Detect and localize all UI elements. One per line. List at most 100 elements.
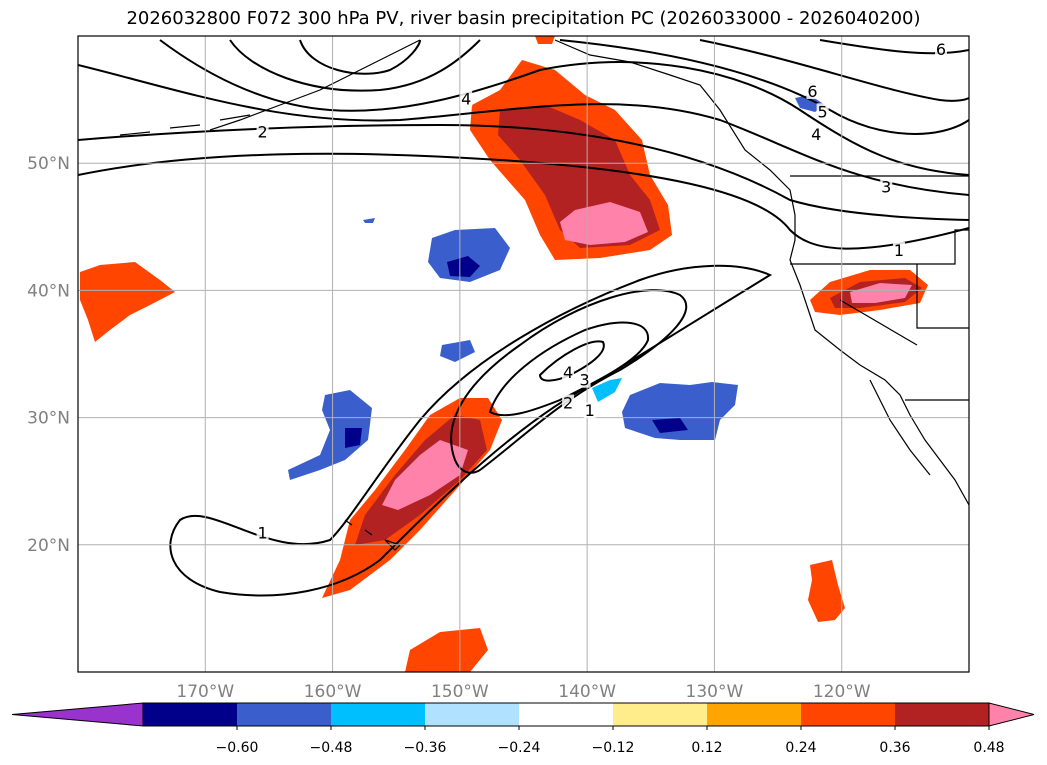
contour-label: 4	[461, 90, 471, 109]
positive-anomaly-shape	[405, 628, 488, 672]
colorbar-tick-label: −0.24	[498, 740, 541, 756]
aleutian-islands	[119, 114, 251, 136]
colorbar-extend-high	[988, 702, 1035, 727]
negative-anomaly-shape	[440, 340, 475, 362]
pv-contour-n4	[159, 39, 969, 176]
lon-axis: 170°W 160°W 150°W 140°W 130°W 120°W	[176, 682, 870, 702]
state-border	[839, 299, 918, 346]
contour-label: 2	[257, 123, 267, 142]
lon-tick-label: 170°W	[176, 682, 234, 702]
lat-tick-label: 40°N	[27, 281, 70, 301]
negative-anomaly-shape	[622, 382, 738, 440]
pv-contour-n7	[559, 39, 969, 135]
positive-anomaly-shape	[535, 36, 555, 44]
contour-label: 5	[818, 102, 828, 121]
colorbar-tick-label: 0.24	[785, 740, 816, 756]
colorbar-swatch	[425, 703, 519, 726]
colorbar-swatch	[895, 703, 989, 726]
pv-contour-4	[538, 340, 605, 382]
contour-label: 6	[936, 40, 946, 59]
pv-contour-3	[488, 321, 650, 417]
contour-label: 1	[585, 401, 595, 420]
negative-anomaly-shape	[447, 256, 480, 277]
gridlines	[78, 36, 969, 672]
contour-label-bg	[562, 394, 575, 411]
pv-contour-n3	[78, 64, 969, 196]
contour-label-bg	[562, 364, 575, 381]
positive-anomaly-shape	[560, 202, 648, 245]
colorbar-tick-label: 0.12	[691, 740, 722, 756]
contour-label-bg	[934, 40, 947, 57]
lat-tick-label: 30°N	[27, 409, 70, 429]
colorbar-swatch	[331, 703, 425, 726]
state-border	[916, 264, 969, 329]
colorbar-swatch	[613, 703, 707, 726]
map-frame	[77, 35, 970, 673]
pv-contour-n8	[699, 39, 969, 102]
colorbar-tick-label: −0.48	[310, 740, 353, 756]
negative-anomaly-shape	[652, 418, 688, 433]
pv-contour-n6	[299, 39, 421, 75]
lon-tick-label: 120°W	[813, 682, 871, 702]
negative-anomaly-shape	[592, 378, 622, 402]
contour-label-bg	[256, 524, 269, 541]
colorbar-swatch	[237, 703, 331, 726]
colorbar-extend-low	[11, 702, 144, 727]
pv-contour-n2	[78, 123, 969, 221]
pv-contours	[78, 39, 969, 597]
lon-tick-label: 150°W	[431, 682, 489, 702]
colorbar-swatch	[519, 703, 613, 726]
contour-label-bg	[578, 371, 591, 388]
contour-label-bg	[583, 402, 596, 419]
alaska-coastline	[209, 39, 421, 131]
positive-anomaly-shape	[382, 440, 468, 510]
pv-contour-n5	[229, 39, 481, 92]
colorbar-frame	[142, 702, 990, 727]
lon-tick-label: 130°W	[686, 682, 744, 702]
colorbar-tick-label: −0.60	[216, 740, 259, 756]
precip-shading	[80, 36, 928, 672]
negative-anomaly-shape	[345, 428, 362, 448]
contour-label-bg	[810, 126, 823, 143]
contour-label: 4	[563, 363, 573, 382]
colorbar-tick-label: −0.12	[592, 740, 635, 756]
contour-label-bg	[892, 241, 905, 258]
chart-title: 2026032800 F072 300 hPa PV, river basin …	[126, 8, 921, 29]
negative-anomaly-shape	[363, 218, 375, 223]
positive-anomaly-shape	[80, 262, 175, 342]
lon-tick-label: 140°W	[558, 682, 616, 702]
contour-label-bg	[256, 123, 269, 140]
colorbar-tick-label: −0.36	[404, 740, 447, 756]
colorbar-swatch	[707, 703, 801, 726]
baja-coast	[869, 379, 931, 476]
contour-label-bg	[816, 103, 829, 120]
lat-tick-label: 20°N	[27, 536, 70, 556]
colorbar-swatch	[801, 703, 895, 726]
contour-label-bg	[880, 178, 893, 195]
colorbar-tick-label: 0.48	[973, 740, 1004, 756]
pv-contour-2	[450, 289, 688, 474]
colorbar-tick-label: 0.36	[879, 740, 910, 756]
contour-label: 1	[257, 523, 267, 542]
contour-label: 3	[580, 371, 590, 390]
lat-axis: 50°N 40°N 30°N 20°N	[27, 154, 70, 556]
contour-label: 4	[811, 125, 821, 144]
lon-tick-label: 160°W	[304, 682, 362, 702]
contour-label: 3	[881, 177, 891, 196]
contour-label: 1	[894, 241, 904, 260]
contour-label: 6	[807, 82, 817, 101]
pv-contour-n9	[819, 39, 969, 55]
positive-anomaly-shape	[850, 283, 912, 303]
north-america-coastline	[554, 39, 969, 506]
colorbar-swatch	[143, 703, 237, 726]
positive-anomaly-shape	[808, 560, 845, 622]
colorbar: −0.60 −0.48 −0.36 −0.24 −0.12 0.12 0.24 0.36 0.4…	[11, 702, 1035, 756]
negative-anomaly-shape	[288, 390, 372, 480]
contour-label-bg	[806, 82, 819, 99]
contour-label-bg	[460, 90, 473, 107]
lat-tick-label: 50°N	[27, 154, 70, 174]
pv-contour-n1	[78, 152, 969, 250]
contour-label: 2	[563, 394, 573, 413]
